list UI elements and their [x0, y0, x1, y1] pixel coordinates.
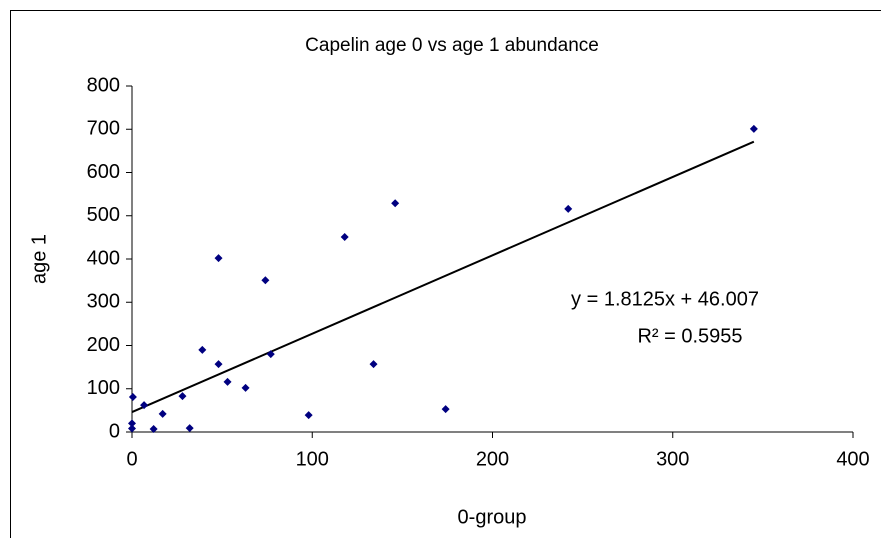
data-point: [185, 424, 194, 433]
y-tick-label: 600: [87, 161, 120, 183]
y-axis-label: age 1: [28, 234, 50, 284]
data-point: [223, 377, 232, 386]
data-point: [158, 409, 167, 418]
data-point: [128, 419, 136, 428]
y-tick-label: 500: [87, 204, 120, 226]
x-tick-label: 200: [476, 448, 509, 470]
data-point: [749, 124, 758, 133]
x-tick-label: 300: [656, 448, 689, 470]
data-point: [369, 360, 378, 369]
y-tick-label: 800: [87, 74, 120, 96]
data-point: [198, 345, 207, 354]
r-squared: R² = 0.5955: [637, 325, 742, 347]
data-point: [140, 401, 149, 410]
chart-border: [10, 10, 881, 538]
data-point: [304, 411, 313, 420]
trendline: [131, 140, 755, 414]
data-point: [241, 383, 250, 392]
x-axis-label: 0-group: [458, 506, 527, 528]
trendline-equation: y = 1.8125x + 46.007: [571, 288, 759, 310]
y-tick-label: 700: [87, 118, 120, 140]
data-point: [128, 424, 136, 433]
data-point: [214, 360, 223, 369]
data-point: [266, 350, 275, 359]
data-point: [564, 204, 573, 213]
data-point: [391, 199, 400, 208]
x-tick-label: 100: [296, 448, 329, 470]
data-point: [261, 276, 270, 285]
x-tick-label: 0: [126, 448, 137, 470]
y-tick-label: 400: [87, 247, 120, 269]
data-point: [340, 232, 349, 241]
y-tick-label: 300: [87, 291, 120, 313]
y-tick-label: 200: [87, 334, 120, 356]
data-point: [178, 392, 187, 401]
y-tick-label: 100: [87, 377, 120, 399]
y-tick-label: 0: [109, 420, 120, 442]
x-tick-label: 400: [836, 448, 869, 470]
data-point: [441, 405, 450, 414]
data-point: [128, 392, 137, 401]
chart-title: Capelin age 0 vs age 1 abundance: [305, 35, 599, 56]
data-point: [214, 254, 223, 263]
data-point: [149, 424, 158, 433]
